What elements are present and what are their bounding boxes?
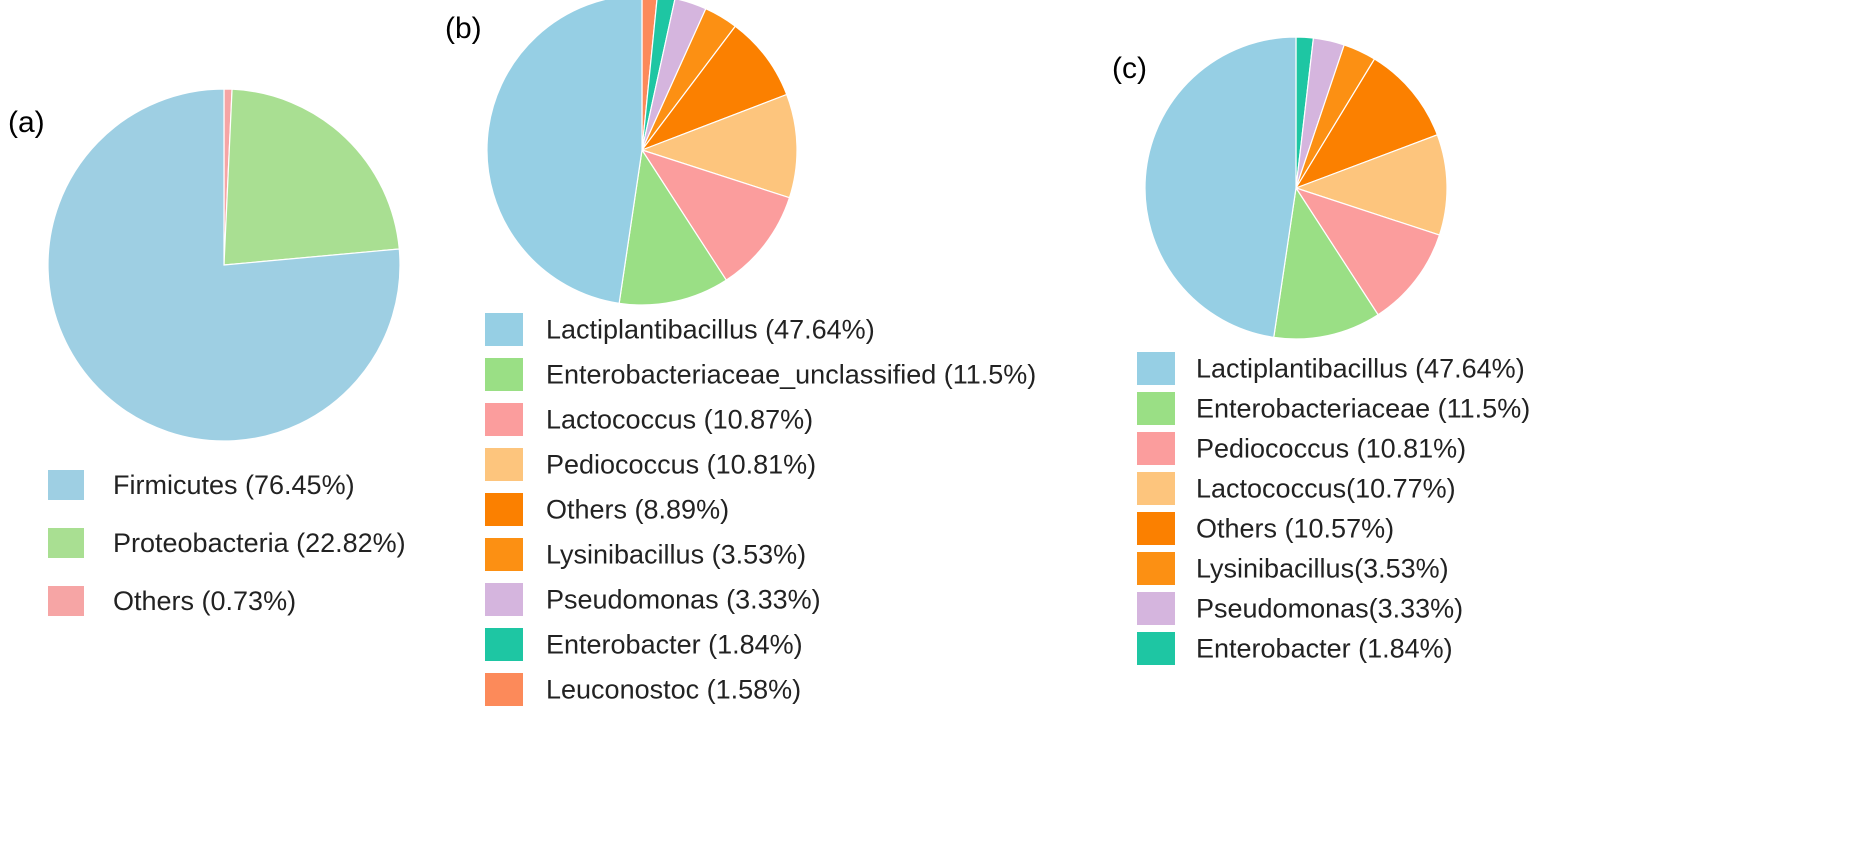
legend-b-label-1: Enterobacteriaceae_unclassified (11.5%) <box>546 360 1036 390</box>
legend-a-label-0: Firmicutes (76.45%) <box>113 470 355 500</box>
legend-c-swatch-2 <box>1137 432 1175 465</box>
pie-c-slice-lactococcus <box>1294 134 1448 236</box>
pie-b-slice-enterobacteriaceae-unclassified <box>618 148 728 306</box>
panel-a: (a) Firmicutes (76.45%) Proteobacteria (2… <box>8 88 406 616</box>
legend-c: Lactiplantibacillus (47.64%) Enterobacter… <box>1137 352 1530 665</box>
legend-b-label-4: Others (8.89%) <box>546 495 729 525</box>
legend-a-swatch-0 <box>48 470 84 500</box>
pie-a <box>47 88 401 442</box>
legend-b-label-3: Pediococcus (10.81%) <box>546 450 816 480</box>
pie-a-slice-firmicutes <box>47 88 401 442</box>
legend-c-label-2: Pediococcus (10.81%) <box>1196 434 1466 464</box>
legend-b-swatch-0 <box>485 313 523 346</box>
panel-label-b: (b) <box>445 12 482 45</box>
legend-b: Lactiplantibacillus (47.64%) Enterobacter… <box>485 313 1036 706</box>
legend-c-swatch-6 <box>1137 592 1175 625</box>
legend-b-swatch-3 <box>485 448 523 481</box>
legend-c-label-6: Pseudomonas(3.33%) <box>1196 594 1463 624</box>
legend-a-label-2: Others (0.73%) <box>113 586 296 616</box>
legend-a-swatch-1 <box>48 528 84 558</box>
pie-b <box>486 0 798 306</box>
legend-b-label-6: Pseudomonas (3.33%) <box>546 585 821 615</box>
legend-c-swatch-0 <box>1137 352 1175 385</box>
legend-c-label-4: Others (10.57%) <box>1196 514 1394 544</box>
panel-c: (c) Lactiplantibacillus (47.64%) Enteroba… <box>1112 36 1530 665</box>
legend-c-label-1: Enterobacteriaceae (11.5%) <box>1196 394 1530 424</box>
pie-c-slice-pediococcus <box>1294 186 1441 316</box>
legend-a-label-1: Proteobacteria (22.82%) <box>113 528 406 558</box>
legend-b-swatch-2 <box>485 403 523 436</box>
legend-c-swatch-4 <box>1137 512 1175 545</box>
legend-c-swatch-3 <box>1137 472 1175 505</box>
pie-c-slice-enterobacteriaceae <box>1273 186 1379 340</box>
legend-b-swatch-4 <box>485 493 523 526</box>
pie-a-slice-proteobacteria <box>223 88 400 266</box>
legend-a-swatch-2 <box>48 586 84 616</box>
legend-b-swatch-7 <box>485 628 523 661</box>
legend-c-swatch-7 <box>1137 632 1175 665</box>
legend-b-label-8: Leuconostoc (1.58%) <box>546 675 801 705</box>
legend-b-label-5: Lysinibacillus (3.53%) <box>546 540 806 570</box>
panel-b: (b) Lactiplantibacillus (47.64%) Enteroba… <box>445 0 1036 706</box>
legend-b-swatch-1 <box>485 358 523 391</box>
legend-c-label-3: Lactococcus(10.77%) <box>1196 474 1456 504</box>
pie-c <box>1144 36 1448 340</box>
legend-c-swatch-5 <box>1137 552 1175 585</box>
legend-c-label-5: Lysinibacillus(3.53%) <box>1196 554 1449 584</box>
legend-b-swatch-6 <box>485 583 523 616</box>
pie-b-slice-others <box>640 25 788 152</box>
legend-c-label-7: Enterobacter (1.84%) <box>1196 634 1453 664</box>
panel-label-c: (c) <box>1112 52 1147 85</box>
legend-b-label-0: Lactiplantibacillus (47.64%) <box>546 315 875 345</box>
legend-b-swatch-8 <box>485 673 523 706</box>
legend-c-label-0: Lactiplantibacillus (47.64%) <box>1196 354 1525 384</box>
pie-c-slice-others <box>1294 58 1439 190</box>
panel-label-a: (a) <box>8 106 45 139</box>
pie-b-slice-lactiplantibacillus <box>486 0 643 304</box>
pie-b-slice-lactococcus <box>640 148 791 281</box>
legend-a: Firmicutes (76.45%) Proteobacteria (22.82… <box>48 470 406 616</box>
pie-b-slice-pediococcus <box>640 93 798 199</box>
legend-c-swatch-1 <box>1137 392 1175 425</box>
legend-b-label-2: Lactococcus (10.87%) <box>546 405 813 435</box>
legend-b-label-7: Enterobacter (1.84%) <box>546 630 803 660</box>
legend-b-swatch-5 <box>485 538 523 571</box>
pie-c-slice-lactiplantibacillus <box>1144 36 1297 339</box>
